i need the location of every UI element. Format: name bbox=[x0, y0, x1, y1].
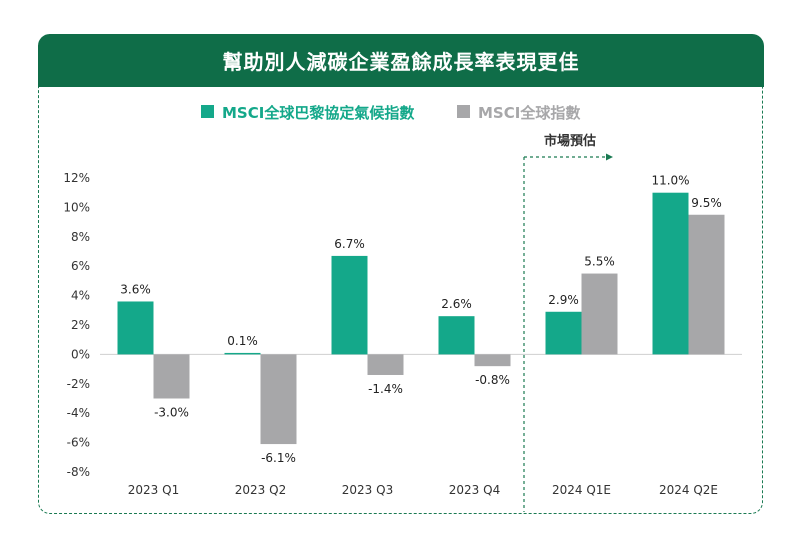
bar-global-index bbox=[260, 354, 297, 445]
y-tick-label: 6% bbox=[71, 259, 90, 273]
legend-swatch-global-index bbox=[457, 105, 470, 118]
y-tick-label: 4% bbox=[71, 289, 90, 303]
data-label-climate-index: 3.6% bbox=[120, 282, 151, 296]
data-label-climate-index: 2.6% bbox=[441, 297, 472, 311]
x-axis: 2023 Q1 2023 Q2 2023 Q3 2023 Q4 2024 Q1E 2024… bbox=[128, 483, 718, 497]
bar-climate-index bbox=[224, 352, 261, 355]
title-bar: 幫助別人減碳企業盈餘成長率表現更佳 bbox=[38, 34, 764, 87]
data-label-climate-index: 0.1% bbox=[227, 334, 258, 348]
bar-climate-index bbox=[331, 255, 368, 355]
forecast-label: 市場預估 bbox=[544, 133, 596, 149]
legend-swatch-climate-index bbox=[201, 105, 214, 118]
legend-label-climate-index: MSCI全球巴黎協定氣候指數 bbox=[222, 104, 414, 122]
data-label-global-index: 5.5% bbox=[584, 255, 615, 269]
y-tick-label: 2% bbox=[71, 318, 90, 332]
y-axis: 12% 10% 8% 6% 4% 2% 0% -2% -4% -6% -8% bbox=[63, 171, 90, 479]
bar-global-index bbox=[688, 214, 725, 355]
data-label-climate-index: 11.0% bbox=[651, 174, 689, 188]
y-tick-label: 0% bbox=[71, 347, 90, 361]
bar-climate-index bbox=[545, 311, 582, 355]
y-tick-label: -4% bbox=[67, 406, 90, 420]
x-tick-label: 2023 Q4 bbox=[449, 483, 500, 497]
data-label-global-index: -1.4% bbox=[368, 382, 403, 396]
bar-global-index bbox=[367, 354, 404, 375]
bar-global-index bbox=[474, 354, 511, 367]
y-tick-label: 10% bbox=[63, 200, 90, 214]
x-tick-label: 2023 Q1 bbox=[128, 483, 179, 497]
legend: MSCI全球巴黎協定氣候指數 MSCI全球指數 bbox=[201, 104, 580, 122]
legend-label-global-index: MSCI全球指數 bbox=[478, 104, 580, 122]
data-label-global-index: 9.5% bbox=[691, 196, 722, 210]
bar-global-index bbox=[153, 354, 190, 399]
y-tick-label: -2% bbox=[67, 377, 90, 391]
x-tick-label: 2024 Q1E bbox=[552, 483, 611, 497]
bar-climate-index bbox=[117, 301, 154, 355]
y-tick-label: -6% bbox=[67, 436, 90, 450]
bars bbox=[117, 192, 725, 445]
bar-climate-index bbox=[652, 192, 689, 355]
data-label-global-index: -6.1% bbox=[261, 451, 296, 465]
x-tick-label: 2024 Q2E bbox=[659, 483, 718, 497]
forecast-arrow-head bbox=[606, 153, 613, 161]
x-tick-label: 2023 Q2 bbox=[235, 483, 286, 497]
forecast-annotation: 市場預估 bbox=[523, 133, 613, 512]
bar-labels: 3.6% -3.0% 0.1% -6.1% 6.7% -1.4% 2.6% -0.8% 2.9%… bbox=[120, 174, 722, 465]
x-tick-label: 2023 Q3 bbox=[342, 483, 393, 497]
bar-global-index bbox=[581, 273, 618, 355]
y-tick-label: -8% bbox=[67, 465, 90, 479]
y-tick-label: 8% bbox=[71, 230, 90, 244]
data-label-climate-index: 6.7% bbox=[334, 237, 365, 251]
data-label-global-index: -3.0% bbox=[154, 406, 189, 420]
data-label-climate-index: 2.9% bbox=[548, 293, 579, 307]
data-label-global-index: -0.8% bbox=[475, 373, 510, 387]
bar-climate-index bbox=[438, 316, 475, 355]
chart-title: 幫助別人減碳企業盈餘成長率表現更佳 bbox=[222, 50, 580, 74]
y-tick-label: 12% bbox=[63, 171, 90, 185]
